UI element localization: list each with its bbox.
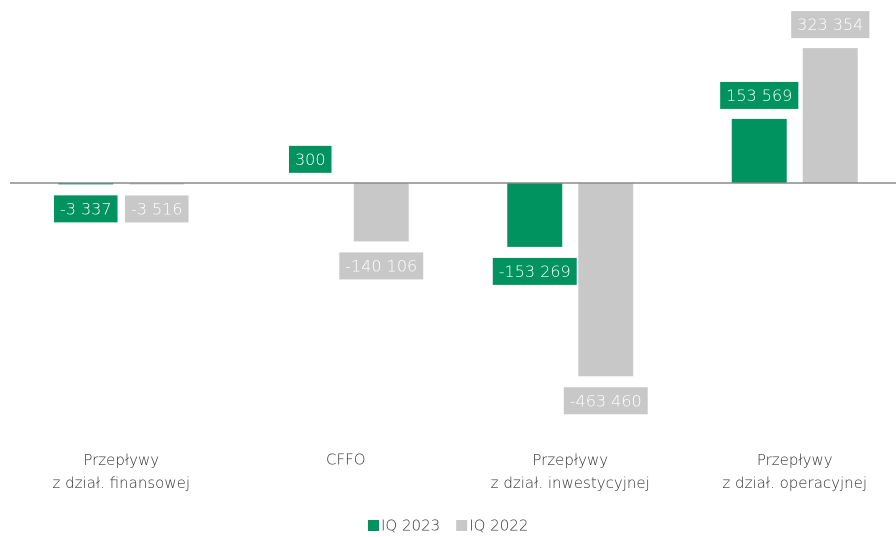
value-label: -3 337 xyxy=(60,199,112,218)
value-label-box xyxy=(492,257,577,285)
value-label: 323 354 xyxy=(797,15,863,34)
x-tick-label: Przepływy z dział. operacyjnej xyxy=(722,451,867,492)
x-tick-label: Przepływy z dział. finansowej xyxy=(52,451,190,492)
value-label: 153 569 xyxy=(726,86,792,105)
value-label: -140 106 xyxy=(345,256,417,275)
value-label-box xyxy=(288,145,332,173)
value-label-box xyxy=(791,11,870,39)
value-label: -153 269 xyxy=(499,262,571,281)
x-tick-label: Przepływy z dział. inwestycyjnej xyxy=(491,451,650,492)
value-label-box xyxy=(124,195,189,223)
x-tick-label: CFFO xyxy=(326,451,366,469)
bar xyxy=(731,118,787,183)
legend-label: IQ 2022 xyxy=(469,517,528,535)
value-label: -3 516 xyxy=(131,199,183,218)
value-label-box xyxy=(720,81,799,109)
value-label-box xyxy=(339,252,424,280)
value-label-box xyxy=(53,195,118,223)
value-label: 300 xyxy=(295,150,326,169)
labels: Przepływy z dział. finansowej -3 337 -3 516… xyxy=(52,11,870,492)
bar xyxy=(802,48,858,183)
bar xyxy=(507,182,563,247)
bars xyxy=(58,48,858,377)
legend-swatch xyxy=(368,520,379,531)
legend-label: IQ 2023 xyxy=(381,517,440,535)
legend-swatch xyxy=(456,520,468,531)
value-label: -463 460 xyxy=(570,391,642,410)
legend: IQ 2023 IQ 2022 xyxy=(368,517,528,535)
bar xyxy=(578,182,634,377)
bar xyxy=(353,182,409,242)
value-label-box xyxy=(563,387,648,415)
